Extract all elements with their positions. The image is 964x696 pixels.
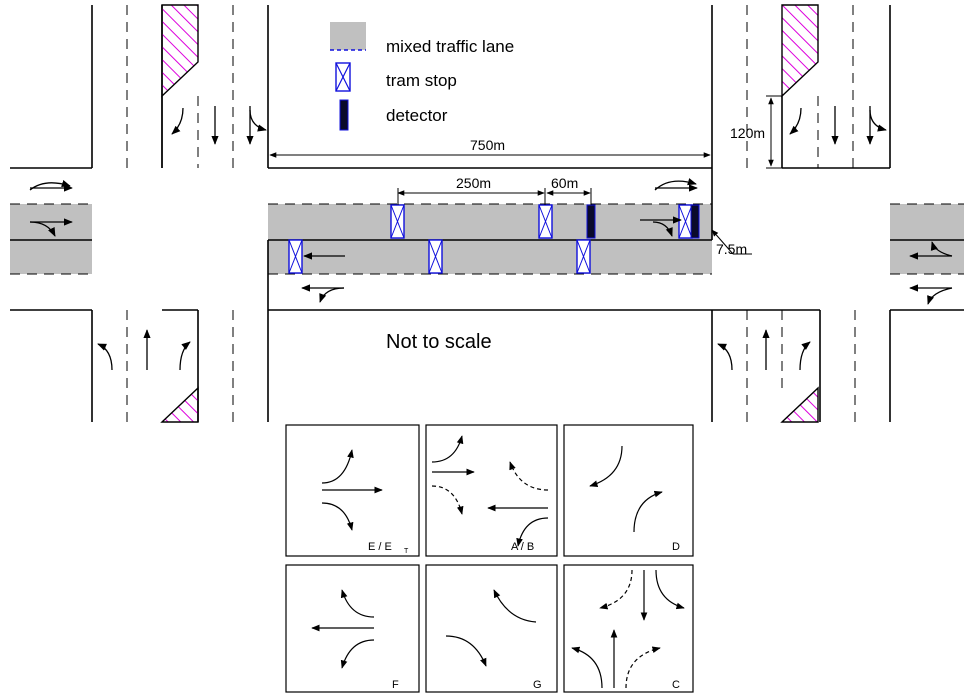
block-length-label: 750m: [470, 137, 505, 153]
turn-arrow-icon: [179, 341, 191, 371]
tram-stop-icon: [390, 204, 405, 239]
phase-d-label: D: [672, 541, 680, 553]
turn-arrow-icon: [633, 490, 663, 533]
lane-markings: [10, 5, 964, 422]
phase-c-label: C: [672, 679, 680, 691]
detector-icon: [586, 204, 596, 239]
hatched-tram-areas: [160, 4, 819, 423]
legend-mixed-lane-label: mixed traffic lane: [386, 37, 514, 56]
turn-arrow-icon: [340, 639, 375, 669]
turn-left-arrow-icon: [654, 178, 697, 191]
turn-arrow-icon: [340, 589, 375, 618]
mixed-lane-swatch: [330, 22, 366, 50]
phase-panel-g: G: [425, 564, 558, 693]
turn-arrow-icon: [655, 569, 685, 610]
turn-right-arrow-icon: [431, 485, 464, 515]
tram-stop-icon: [288, 239, 303, 274]
approach-length-label: 120m: [730, 125, 765, 141]
phase-f-label: F: [392, 679, 399, 691]
not-to-scale-note: Not to scale: [386, 331, 492, 353]
movement-arrows: [29, 106, 953, 371]
road-edges: [10, 5, 964, 422]
turn-arrow-icon: [717, 343, 733, 371]
phase-e-label: E / E: [368, 541, 392, 553]
turn-left-arrow-icon: [431, 435, 464, 463]
turn-arrow-icon: [589, 445, 623, 487]
lane-width-label: 7.5m: [716, 241, 747, 257]
legend-tram-stop-label: tram stop: [386, 71, 457, 90]
turn-arrow-icon: [319, 287, 345, 303]
turn-arrow-icon: [516, 517, 549, 547]
phase-panel-e: E / E T: [285, 424, 420, 557]
phase-panels: E / E T A / B D: [285, 424, 694, 693]
turn-arrow-icon: [571, 646, 603, 689]
turn-left-arrow-icon: [321, 449, 354, 484]
stop-spacing-label: 250m: [456, 175, 491, 191]
turn-arrow-icon: [97, 343, 113, 371]
dimension-lines: [269, 95, 782, 255]
turn-arrow-icon: [599, 569, 633, 610]
turn-arrow-icon: [789, 107, 802, 135]
turn-arrow-icon: [171, 107, 184, 135]
turn-arrow-icon: [799, 341, 811, 371]
tram-stop-icon: [678, 204, 693, 239]
turn-arrow-icon: [249, 109, 267, 132]
turn-right-arrow-icon: [321, 502, 354, 531]
tram-stop-swatch-icon: [335, 62, 351, 92]
turn-arrow-icon: [625, 646, 661, 689]
turn-arrow-icon: [509, 461, 549, 491]
phase-ab-label: A / B: [511, 541, 534, 553]
turn-arrow-icon: [445, 635, 487, 667]
phase-g-label: G: [533, 679, 542, 691]
turn-arrow-icon: [930, 241, 953, 257]
tram-stop-icon: [576, 239, 591, 274]
phase-e-subscript: T: [404, 548, 409, 555]
turn-arrow-icon: [493, 589, 537, 623]
detector-offset-label: 60m: [551, 175, 578, 191]
phase-panel-ab: A / B: [425, 424, 558, 557]
turn-arrow-icon: [927, 287, 953, 305]
phase-panel-f: F: [285, 564, 420, 693]
turn-right-arrow-icon: [29, 221, 56, 237]
mixed-traffic-lanes: [10, 204, 964, 274]
detector-icon: [690, 204, 700, 239]
phase-panel-d: D: [563, 424, 694, 557]
tram-stop-icon: [538, 204, 553, 239]
detector-swatch-icon: [339, 99, 349, 131]
phase-panel-c: C: [563, 564, 694, 693]
turn-right-arrow-icon: [652, 221, 673, 237]
legend: mixed traffic lane tram stop detector: [330, 22, 514, 131]
turn-left-arrow-icon: [29, 180, 71, 191]
legend-detector-label: detector: [386, 106, 448, 125]
turn-arrow-icon: [869, 109, 887, 132]
tram-stop-icon: [428, 239, 443, 274]
